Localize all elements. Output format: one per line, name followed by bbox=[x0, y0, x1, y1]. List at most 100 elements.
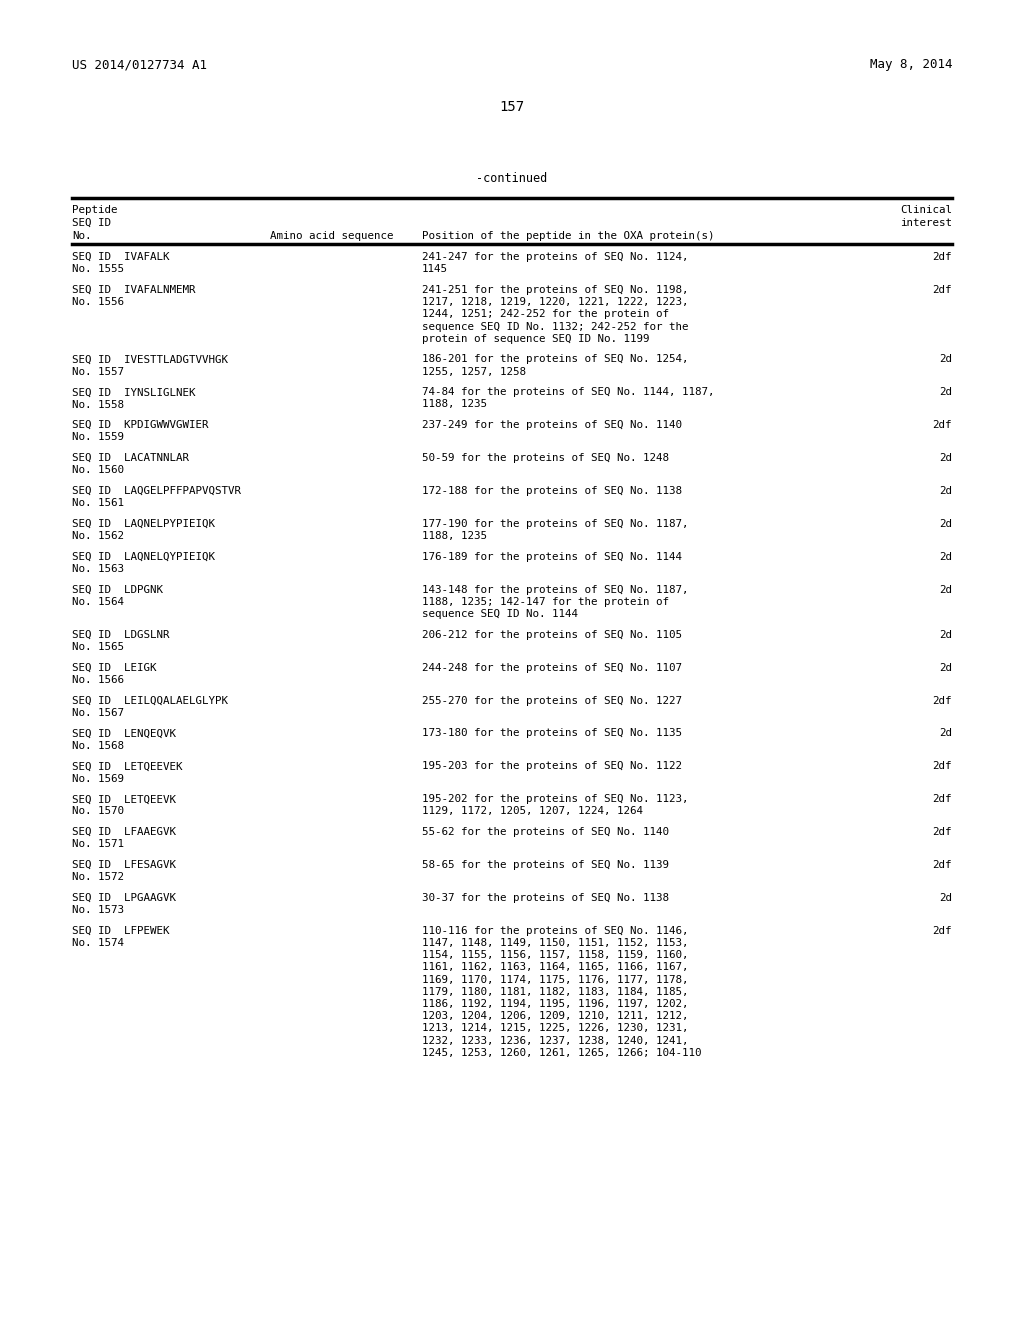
Text: SEQ ID  IVAFALK: SEQ ID IVAFALK bbox=[72, 252, 170, 261]
Text: No. 1572: No. 1572 bbox=[72, 873, 124, 882]
Text: 1245, 1253, 1260, 1261, 1265, 1266; 104-110: 1245, 1253, 1260, 1261, 1265, 1266; 104-… bbox=[422, 1048, 701, 1057]
Text: 176-189 for the proteins of SEQ No. 1144: 176-189 for the proteins of SEQ No. 1144 bbox=[422, 552, 682, 562]
Text: 1186, 1192, 1194, 1195, 1196, 1197, 1202,: 1186, 1192, 1194, 1195, 1196, 1197, 1202… bbox=[422, 999, 688, 1008]
Text: sequence SEQ ID No. 1132; 242-252 for the: sequence SEQ ID No. 1132; 242-252 for th… bbox=[422, 322, 688, 331]
Text: SEQ ID  IYNSLIGLNEK: SEQ ID IYNSLIGLNEK bbox=[72, 387, 196, 397]
Text: SEQ ID  LPGAAGVK: SEQ ID LPGAAGVK bbox=[72, 894, 176, 903]
Text: SEQ ID  LACATNNLAR: SEQ ID LACATNNLAR bbox=[72, 453, 189, 463]
Text: 2df: 2df bbox=[933, 696, 952, 706]
Text: 1255, 1257, 1258: 1255, 1257, 1258 bbox=[422, 367, 526, 376]
Text: No. 1570: No. 1570 bbox=[72, 807, 124, 817]
Text: 241-247 for the proteins of SEQ No. 1124,: 241-247 for the proteins of SEQ No. 1124… bbox=[422, 252, 688, 261]
Text: SEQ ID: SEQ ID bbox=[72, 218, 111, 228]
Text: 186-201 for the proteins of SEQ No. 1254,: 186-201 for the proteins of SEQ No. 1254… bbox=[422, 354, 688, 364]
Text: 177-190 for the proteins of SEQ No. 1187,: 177-190 for the proteins of SEQ No. 1187… bbox=[422, 519, 688, 529]
Text: No. 1563: No. 1563 bbox=[72, 564, 124, 574]
Text: 2d: 2d bbox=[939, 453, 952, 463]
Text: Amino acid sequence: Amino acid sequence bbox=[270, 231, 393, 242]
Text: 1213, 1214, 1215, 1225, 1226, 1230, 1231,: 1213, 1214, 1215, 1225, 1226, 1230, 1231… bbox=[422, 1023, 688, 1034]
Text: SEQ ID  IVESTTLADGTVVHGK: SEQ ID IVESTTLADGTVVHGK bbox=[72, 354, 228, 364]
Text: SEQ ID  LETQEEVEK: SEQ ID LETQEEVEK bbox=[72, 762, 182, 771]
Text: SEQ ID  LEIGK: SEQ ID LEIGK bbox=[72, 663, 157, 673]
Text: No. 1561: No. 1561 bbox=[72, 498, 124, 508]
Text: -continued: -continued bbox=[476, 172, 548, 185]
Text: 1145: 1145 bbox=[422, 264, 449, 275]
Text: 2df: 2df bbox=[933, 795, 952, 804]
Text: 2d: 2d bbox=[939, 387, 952, 397]
Text: 1179, 1180, 1181, 1182, 1183, 1184, 1185,: 1179, 1180, 1181, 1182, 1183, 1184, 1185… bbox=[422, 987, 688, 997]
Text: 2d: 2d bbox=[939, 630, 952, 640]
Text: No. 1573: No. 1573 bbox=[72, 906, 124, 915]
Text: 2df: 2df bbox=[933, 420, 952, 430]
Text: No. 1560: No. 1560 bbox=[72, 465, 124, 475]
Text: 2df: 2df bbox=[933, 285, 952, 294]
Text: 1169, 1170, 1174, 1175, 1176, 1177, 1178,: 1169, 1170, 1174, 1175, 1176, 1177, 1178… bbox=[422, 974, 688, 985]
Text: 2d: 2d bbox=[939, 585, 952, 595]
Text: 1129, 1172, 1205, 1207, 1224, 1264: 1129, 1172, 1205, 1207, 1224, 1264 bbox=[422, 807, 643, 817]
Text: SEQ ID  IVAFALNMEMR: SEQ ID IVAFALNMEMR bbox=[72, 285, 196, 294]
Text: 143-148 for the proteins of SEQ No. 1187,: 143-148 for the proteins of SEQ No. 1187… bbox=[422, 585, 688, 595]
Text: 1188, 1235: 1188, 1235 bbox=[422, 400, 487, 409]
Text: 1232, 1233, 1236, 1237, 1238, 1240, 1241,: 1232, 1233, 1236, 1237, 1238, 1240, 1241… bbox=[422, 1036, 688, 1045]
Text: 2d: 2d bbox=[939, 663, 952, 673]
Text: 195-203 for the proteins of SEQ No. 1122: 195-203 for the proteins of SEQ No. 1122 bbox=[422, 762, 682, 771]
Text: 1147, 1148, 1149, 1150, 1151, 1152, 1153,: 1147, 1148, 1149, 1150, 1151, 1152, 1153… bbox=[422, 939, 688, 948]
Text: 30-37 for the proteins of SEQ No. 1138: 30-37 for the proteins of SEQ No. 1138 bbox=[422, 894, 669, 903]
Text: 2df: 2df bbox=[933, 861, 952, 870]
Text: 1188, 1235; 142-147 for the protein of: 1188, 1235; 142-147 for the protein of bbox=[422, 597, 669, 607]
Text: 2df: 2df bbox=[933, 925, 952, 936]
Text: 172-188 for the proteins of SEQ No. 1138: 172-188 for the proteins of SEQ No. 1138 bbox=[422, 486, 682, 496]
Text: SEQ ID  LETQEEVK: SEQ ID LETQEEVK bbox=[72, 795, 176, 804]
Text: 50-59 for the proteins of SEQ No. 1248: 50-59 for the proteins of SEQ No. 1248 bbox=[422, 453, 669, 463]
Text: No. 1564: No. 1564 bbox=[72, 597, 124, 607]
Text: 2d: 2d bbox=[939, 552, 952, 562]
Text: No. 1571: No. 1571 bbox=[72, 840, 124, 849]
Text: 2d: 2d bbox=[939, 729, 952, 738]
Text: No. 1567: No. 1567 bbox=[72, 708, 124, 718]
Text: SEQ ID  LAQGELPFFPAPVQSTVR: SEQ ID LAQGELPFFPAPVQSTVR bbox=[72, 486, 241, 496]
Text: 2d: 2d bbox=[939, 519, 952, 529]
Text: 1217, 1218, 1219, 1220, 1221, 1222, 1223,: 1217, 1218, 1219, 1220, 1221, 1222, 1223… bbox=[422, 297, 688, 308]
Text: No. 1558: No. 1558 bbox=[72, 400, 124, 409]
Text: No. 1569: No. 1569 bbox=[72, 774, 124, 784]
Text: 55-62 for the proteins of SEQ No. 1140: 55-62 for the proteins of SEQ No. 1140 bbox=[422, 828, 669, 837]
Text: No. 1559: No. 1559 bbox=[72, 433, 124, 442]
Text: 1161, 1162, 1163, 1164, 1165, 1166, 1167,: 1161, 1162, 1163, 1164, 1165, 1166, 1167… bbox=[422, 962, 688, 973]
Text: 206-212 for the proteins of SEQ No. 1105: 206-212 for the proteins of SEQ No. 1105 bbox=[422, 630, 682, 640]
Text: SEQ ID  LAQNELQYPIEIQK: SEQ ID LAQNELQYPIEIQK bbox=[72, 552, 215, 562]
Text: No.: No. bbox=[72, 231, 91, 242]
Text: No. 1557: No. 1557 bbox=[72, 367, 124, 376]
Text: 2d: 2d bbox=[939, 354, 952, 364]
Text: 110-116 for the proteins of SEQ No. 1146,: 110-116 for the proteins of SEQ No. 1146… bbox=[422, 925, 688, 936]
Text: US 2014/0127734 A1: US 2014/0127734 A1 bbox=[72, 58, 207, 71]
Text: 195-202 for the proteins of SEQ No. 1123,: 195-202 for the proteins of SEQ No. 1123… bbox=[422, 795, 688, 804]
Text: 1154, 1155, 1156, 1157, 1158, 1159, 1160,: 1154, 1155, 1156, 1157, 1158, 1159, 1160… bbox=[422, 950, 688, 960]
Text: SEQ ID  LFESAGVK: SEQ ID LFESAGVK bbox=[72, 861, 176, 870]
Text: 1203, 1204, 1206, 1209, 1210, 1211, 1212,: 1203, 1204, 1206, 1209, 1210, 1211, 1212… bbox=[422, 1011, 688, 1022]
Text: Clinical: Clinical bbox=[900, 205, 952, 215]
Text: 58-65 for the proteins of SEQ No. 1139: 58-65 for the proteins of SEQ No. 1139 bbox=[422, 861, 669, 870]
Text: SEQ ID  LFPEWEK: SEQ ID LFPEWEK bbox=[72, 925, 170, 936]
Text: SEQ ID  LAQNELPYPIEIQK: SEQ ID LAQNELPYPIEIQK bbox=[72, 519, 215, 529]
Text: No. 1568: No. 1568 bbox=[72, 741, 124, 751]
Text: interest: interest bbox=[900, 218, 952, 228]
Text: SEQ ID  LDPGNK: SEQ ID LDPGNK bbox=[72, 585, 163, 595]
Text: No. 1562: No. 1562 bbox=[72, 531, 124, 541]
Text: 2d: 2d bbox=[939, 894, 952, 903]
Text: 74-84 for the proteins of SEQ No. 1144, 1187,: 74-84 for the proteins of SEQ No. 1144, … bbox=[422, 387, 715, 397]
Text: 237-249 for the proteins of SEQ No. 1140: 237-249 for the proteins of SEQ No. 1140 bbox=[422, 420, 682, 430]
Text: 1244, 1251; 242-252 for the protein of: 1244, 1251; 242-252 for the protein of bbox=[422, 309, 669, 319]
Text: No. 1566: No. 1566 bbox=[72, 675, 124, 685]
Text: 173-180 for the proteins of SEQ No. 1135: 173-180 for the proteins of SEQ No. 1135 bbox=[422, 729, 682, 738]
Text: SEQ ID  LDGSLNR: SEQ ID LDGSLNR bbox=[72, 630, 170, 640]
Text: 244-248 for the proteins of SEQ No. 1107: 244-248 for the proteins of SEQ No. 1107 bbox=[422, 663, 682, 673]
Text: SEQ ID  LFAAEGVK: SEQ ID LFAAEGVK bbox=[72, 828, 176, 837]
Text: SEQ ID  LENQEQVK: SEQ ID LENQEQVK bbox=[72, 729, 176, 738]
Text: 255-270 for the proteins of SEQ No. 1227: 255-270 for the proteins of SEQ No. 1227 bbox=[422, 696, 682, 706]
Text: 241-251 for the proteins of SEQ No. 1198,: 241-251 for the proteins of SEQ No. 1198… bbox=[422, 285, 688, 294]
Text: 2d: 2d bbox=[939, 486, 952, 496]
Text: SEQ ID  KPDIGWWVGWIER: SEQ ID KPDIGWWVGWIER bbox=[72, 420, 209, 430]
Text: sequence SEQ ID No. 1144: sequence SEQ ID No. 1144 bbox=[422, 609, 578, 619]
Text: No. 1574: No. 1574 bbox=[72, 939, 124, 948]
Text: May 8, 2014: May 8, 2014 bbox=[869, 58, 952, 71]
